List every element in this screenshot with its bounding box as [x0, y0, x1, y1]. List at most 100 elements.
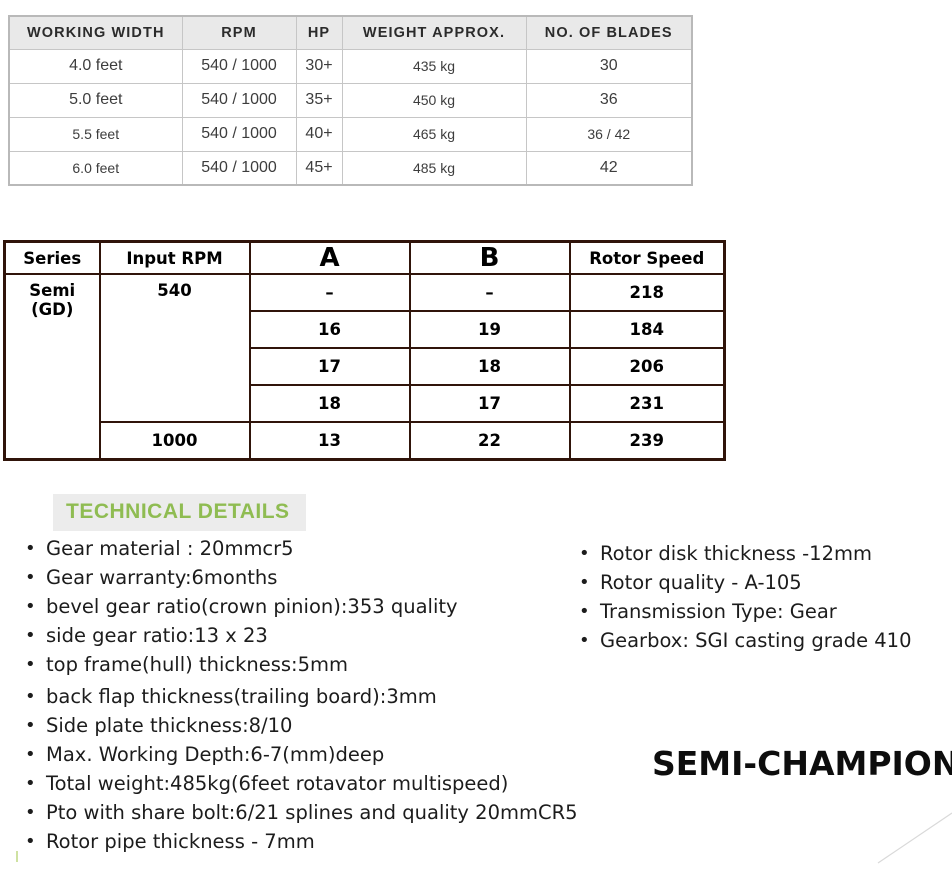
bullet-icon: •	[579, 543, 590, 564]
rotor-cell: 13	[248, 421, 411, 460]
bullet-icon: •	[25, 773, 36, 794]
rotor-cell: –	[408, 273, 571, 312]
bullet-icon: •	[25, 654, 36, 675]
tech-detail-text: top frame(hull) thickness:5mm	[46, 653, 349, 676]
spec-cell: 5.0 feet	[8, 82, 183, 118]
tech-detail-text: Rotor pipe thickness - 7mm	[46, 830, 315, 853]
corner-diagonal-line	[877, 812, 952, 864]
tech-detail-text: Transmission Type: Gear	[600, 600, 837, 623]
rotor-header-input-rpm: Input RPM	[98, 240, 251, 275]
rotor-cell: 239	[568, 421, 726, 460]
bullet-icon: •	[25, 596, 36, 617]
tech-detail-item: • Transmission Type: Gear	[578, 597, 952, 626]
spec-cell: 30	[525, 48, 693, 84]
tech-detail-item: • Total weight:485kg(6feet rotavator mult…	[24, 769, 664, 798]
tech-detail-text: Rotor quality - A-105	[600, 571, 802, 594]
spec-row: 5.0 feet 540 / 1000 35+ 450 kg 36	[8, 82, 693, 118]
rotor-cell: 18	[408, 347, 571, 386]
technical-details-list-left: • Gear material : 20mmcr5 • Gear warranty:…	[24, 534, 664, 856]
spec-cell: 42	[525, 150, 693, 186]
tech-detail-text: Gearbox: SGI casting grade 410	[600, 629, 912, 652]
spec-cell: 36 / 42	[525, 116, 693, 152]
bullet-icon: •	[25, 715, 36, 736]
spec-cell: 5.5 feet	[8, 116, 183, 152]
rotor-cell: 17	[248, 347, 411, 386]
series-sub: (GD)	[31, 300, 74, 319]
rotor-cell: 16	[248, 310, 411, 349]
tech-detail-item: • Gear material : 20mmcr5	[24, 534, 664, 563]
rotor-header-row: Series Input RPM A B Rotor Speed	[3, 240, 726, 275]
spec-cell: 6.0 feet	[8, 150, 183, 186]
rotor-cell: –	[248, 273, 411, 312]
spec-row: 6.0 feet 540 / 1000 45+ 485 kg 42	[8, 150, 693, 186]
green-tick-mark	[16, 851, 18, 862]
bullet-icon: •	[579, 630, 590, 651]
technical-details-heading: TECHNICAL DETAILS	[53, 494, 306, 531]
rotor-header-series: Series	[3, 240, 101, 275]
tech-detail-item: • Side plate thickness:8/10	[24, 711, 664, 740]
tech-detail-text: Max. Working Depth:6-7(mm)deep	[46, 743, 385, 766]
tech-detail-text: Gear material : 20mmcr5	[46, 537, 294, 560]
tech-detail-item: • bevel gear ratio(crown pinion):353 qual…	[24, 592, 664, 621]
tech-detail-text: Side plate thickness:8/10	[46, 714, 293, 737]
tech-detail-item: • back flap thickness(trailing board):3mm	[24, 682, 664, 711]
rotor-cell: 206	[568, 347, 726, 386]
bullet-icon: •	[25, 567, 36, 588]
spec-cell: 40+	[295, 116, 343, 152]
rotor-cell: 19	[408, 310, 571, 349]
spec-header-row: WORKING WIDTH RPM HP WEIGHT APPROX. NO. …	[8, 15, 693, 50]
spec-cell: 435 kg	[341, 48, 527, 84]
spec-cell: 45+	[295, 150, 343, 186]
tech-detail-text: side gear ratio:13 x 23	[46, 624, 268, 647]
rotor-header-rotor-speed: Rotor Speed	[568, 240, 726, 275]
tech-detail-item: • Rotor disk thickness -12mm	[578, 539, 952, 568]
spec-row: 4.0 feet 540 / 1000 30+ 435 kg 30	[8, 48, 693, 84]
rotor-cell: 218	[568, 273, 726, 312]
bullet-icon: •	[25, 802, 36, 823]
tech-detail-text: bevel gear ratio(crown pinion):353 quali…	[46, 595, 458, 618]
spec-cell: 465 kg	[341, 116, 527, 152]
tech-detail-item: • Gearbox: SGI casting grade 410	[578, 626, 952, 655]
spec-cell: 30+	[295, 48, 343, 84]
spec-cell: 540 / 1000	[181, 116, 297, 152]
rotor-row: Semi (GD) 540 – – 218	[3, 273, 726, 460]
rotor-cell: 17	[408, 384, 571, 423]
tech-detail-text: Rotor disk thickness -12mm	[600, 542, 872, 565]
spec-row: 5.5 feet 540 / 1000 40+ 465 kg 36 / 42	[8, 116, 693, 152]
tech-detail-item: • Gear warranty:6months	[24, 563, 664, 592]
rotor-row: 16 19 184	[5, 310, 726, 349]
rotor-row: 18 17 231	[5, 384, 726, 423]
spec-header-blades: NO. OF BLADES	[525, 15, 693, 50]
tech-detail-item: • Rotor quality - A-105	[578, 568, 952, 597]
bullet-icon: •	[25, 625, 36, 646]
tech-detail-text: Total weight:485kg(6feet rotavator multi…	[46, 772, 509, 795]
spec-cell: 35+	[295, 82, 343, 118]
spec-cell: 485 kg	[341, 150, 527, 186]
technical-details-list-right: • Rotor disk thickness -12mm • Rotor quali…	[578, 539, 952, 655]
rotor-cell-series: Semi (GD)	[3, 273, 101, 460]
tech-detail-item: • Rotor pipe thickness - 7mm	[24, 827, 664, 856]
spec-header-weight: WEIGHT APPROX.	[341, 15, 527, 50]
spec-cell: 450 kg	[341, 82, 527, 118]
spec-header-rpm: RPM	[181, 15, 297, 50]
bullet-icon: •	[25, 744, 36, 765]
rotor-cell: 22	[408, 421, 571, 460]
product-name: SEMI-CHAMPION	[652, 744, 952, 783]
bullet-icon: •	[579, 572, 590, 593]
spec-table: WORKING WIDTH RPM HP WEIGHT APPROX. NO. …	[8, 15, 693, 186]
rotor-row: 17 18 206	[5, 347, 726, 386]
rotor-header-b: B	[408, 240, 571, 275]
spec-cell: 540 / 1000	[181, 82, 297, 118]
rotor-row: 1000 13 22 239	[5, 421, 726, 460]
bullet-icon: •	[25, 686, 36, 707]
bullet-icon: •	[579, 601, 590, 622]
tech-detail-text: Pto with share bolt:6/21 splines and qua…	[46, 801, 578, 824]
tech-detail-item: • Pto with share bolt:6/21 splines and qu…	[24, 798, 664, 827]
tech-detail-text: back flap thickness(trailing board):3mm	[46, 685, 437, 708]
rotor-cell: 184	[568, 310, 726, 349]
tech-detail-item: • Max. Working Depth:6-7(mm)deep	[24, 740, 664, 769]
spec-cell: 4.0 feet	[8, 48, 183, 84]
spec-cell: 540 / 1000	[181, 150, 297, 186]
tech-detail-item: • side gear ratio:13 x 23	[24, 621, 664, 650]
spec-header-working-width: WORKING WIDTH	[8, 15, 183, 50]
